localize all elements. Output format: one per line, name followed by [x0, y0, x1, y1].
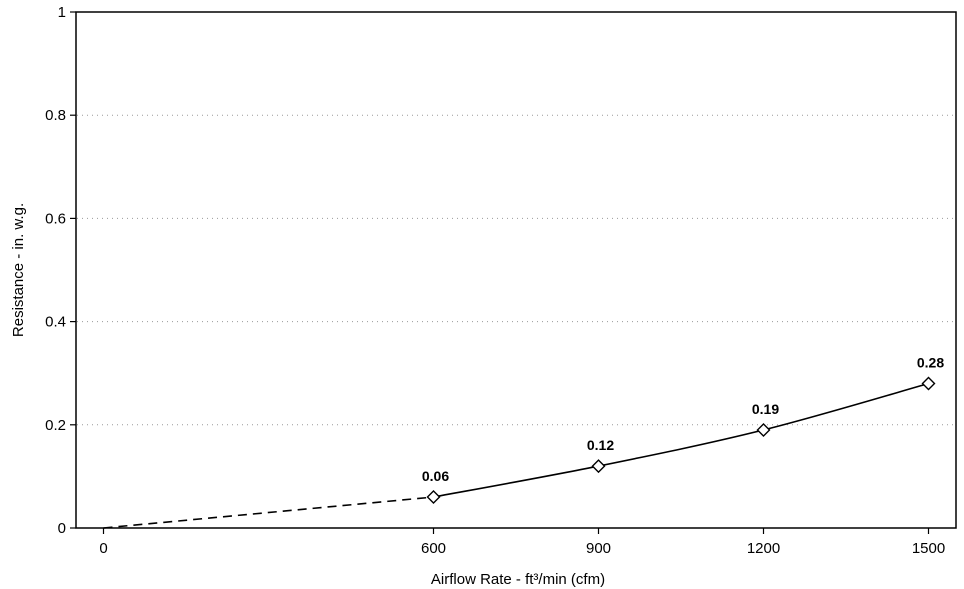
data-labels: 0.06 0.12 0.19 0.28	[422, 355, 944, 485]
plot-area	[75, 11, 957, 529]
y-tick-label: 0.8	[45, 107, 66, 124]
series-line	[433, 382, 929, 498]
x-tick-label: 900	[586, 540, 611, 557]
data-point-marker	[426, 490, 441, 505]
x-tick-label: 1200	[747, 540, 780, 557]
y-tick-label: 0.6	[45, 210, 66, 227]
data-label: 0.19	[752, 401, 779, 417]
x-axis-ticks: 0 600 900 1200 1500	[99, 528, 945, 557]
data-markers	[426, 376, 936, 505]
data-label: 0.06	[422, 468, 449, 484]
data-point-marker	[756, 422, 771, 437]
series-lines	[103, 382, 929, 529]
data-label: 0.28	[917, 355, 944, 371]
data-point-marker	[591, 459, 606, 474]
x-tick-label: 0	[99, 540, 107, 557]
x-tick-label: 1500	[912, 540, 945, 557]
y-tick-label: 0.4	[45, 314, 66, 331]
data-point-marker	[921, 376, 936, 391]
data-label: 0.12	[587, 437, 614, 453]
extrapolated-line	[103, 496, 434, 529]
x-axis-label: Airflow Rate - ft³/min (cfm)	[431, 571, 605, 588]
y-axis-ticks: 0 0.2 0.4 0.6 0.8 1	[45, 4, 76, 537]
y-axis-label: Resistance - in. w.g.	[10, 203, 27, 337]
y-tick-label: 0.2	[45, 417, 66, 434]
y-tick-label: 0	[58, 520, 66, 537]
x-tick-label: 600	[421, 540, 446, 557]
y-tick-label: 1	[58, 4, 66, 21]
